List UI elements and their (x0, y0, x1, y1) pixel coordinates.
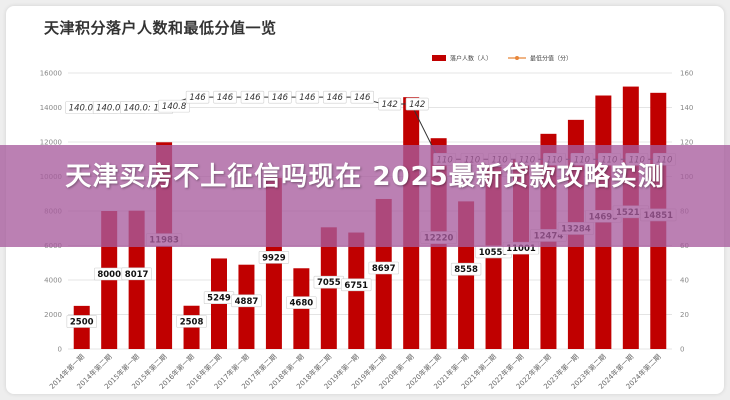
left-tick-label: 2000 (44, 311, 62, 319)
bar-label: 4680 (286, 296, 317, 309)
bar-label-text: 10559 (479, 248, 509, 258)
line-label-text: 142 (409, 100, 425, 110)
bar-label: 2500 (66, 315, 97, 328)
line-label: 146 (240, 90, 265, 104)
bar-label: 8558 (450, 262, 482, 276)
line-label-text: 140.8 (162, 102, 187, 112)
bar-label-text: 8017 (125, 270, 149, 280)
line-label-text: 146 (217, 93, 234, 103)
bar-label-box (121, 267, 152, 281)
bar-label-box (176, 315, 207, 328)
right-tick-label: 40 (680, 277, 689, 285)
bar-label: 2508 (176, 315, 207, 328)
legend-bar-swatch (432, 55, 446, 61)
bar-label-text: 8697 (372, 264, 396, 274)
left-tick-label: 14000 (40, 104, 62, 112)
line-label-box (240, 90, 265, 104)
line-label-box (295, 90, 320, 104)
line-label-text: 140.0: 140 (69, 104, 115, 114)
line-label: 146 (213, 90, 237, 104)
line-label-text: 146 (244, 93, 261, 103)
line-label-text: 146 (327, 93, 344, 103)
bar-label-text: 8000 (97, 270, 121, 280)
line-label-box (378, 97, 402, 111)
overlay-banner (0, 145, 730, 247)
line-label-text: 146 (189, 93, 206, 103)
line-label-text: 146 (299, 93, 316, 103)
bar-label: 8017 (121, 267, 152, 281)
line-label-text: 142 (382, 100, 398, 110)
line-label: 146 (323, 90, 347, 104)
left-tick-label: 4000 (44, 277, 62, 285)
line-label: 140.8 (158, 99, 190, 113)
bar-label-text: 6751 (344, 281, 368, 291)
right-tick-label: 20 (680, 311, 689, 319)
legend-bar-label: 落户人数（人） (450, 55, 492, 63)
line-label-box (323, 90, 347, 104)
bar-label: 6751 (341, 278, 372, 292)
line-label-text: 140.0: 140 (96, 104, 142, 114)
bar-label: 9929 (258, 251, 290, 264)
left-tick-label: 16000 (40, 70, 62, 78)
line-label-text: 146 (354, 93, 371, 103)
bar-label-text: 2508 (180, 317, 204, 327)
line-label-box (185, 90, 210, 104)
bar-label: 8000 (94, 267, 125, 281)
right-tick-label: 0 (680, 346, 684, 354)
bar-label: 5249 (203, 291, 235, 305)
legend-line-label: 最低分值（分） (530, 55, 572, 63)
bar-label-text: 9929 (262, 253, 286, 263)
bar-label-text: 4680 (290, 299, 314, 309)
bar-label-text: 5249 (207, 294, 231, 304)
left-tick-label: 12000 (40, 139, 62, 147)
bar-label-box (231, 294, 262, 308)
bar-label-text: 2500 (70, 317, 94, 327)
line-label: 146 (185, 90, 210, 104)
bar-label-box (286, 296, 317, 309)
bar-label-box (66, 315, 97, 328)
bar-label: 7055 (313, 275, 344, 289)
line-label-text: 140.0: 140 (124, 104, 170, 114)
right-tick-label: 160 (680, 70, 693, 78)
bar-label-box (368, 261, 399, 275)
bar-label-text: 8558 (454, 265, 478, 275)
bar-label: 8697 (368, 261, 399, 275)
line-label-text: 146 (272, 93, 289, 103)
line-label: 142 (378, 97, 402, 111)
bar-label-text: 4887 (235, 297, 259, 307)
bar-label-text: 7055 (317, 278, 341, 288)
chart-title: 天津积分落户人数和最低分值一览 (44, 19, 277, 37)
category-axis: 2014年第一期2014年第二期2015年第一期2015年第二期2016年第一期… (47, 352, 662, 391)
bar-label-text: 11001 (506, 244, 536, 254)
line-label-box (405, 97, 429, 111)
bar-label-box (341, 278, 372, 292)
bar-label: 4887 (231, 294, 262, 308)
right-tick-label: 120 (680, 139, 693, 147)
line-label: 146 (268, 90, 292, 104)
line-label-box (158, 99, 190, 113)
bar-label-box (450, 262, 482, 276)
line-label-box (213, 90, 237, 104)
legend-line-marker (515, 56, 519, 60)
overlay-headline: 天津买房不上征信吗现在 2025最新贷款攻略实测 (65, 162, 665, 192)
line-label-box (268, 90, 292, 104)
line-label-box (350, 90, 374, 104)
legend: 落户人数（人） 最低分值（分） (432, 55, 572, 63)
line-label: 146 (350, 90, 374, 104)
line-label: 142 (405, 97, 429, 111)
left-tick-label: 0 (58, 346, 62, 354)
bar-label-box (258, 251, 290, 264)
line-label: 146 (295, 90, 320, 104)
right-tick-label: 140 (680, 104, 693, 112)
